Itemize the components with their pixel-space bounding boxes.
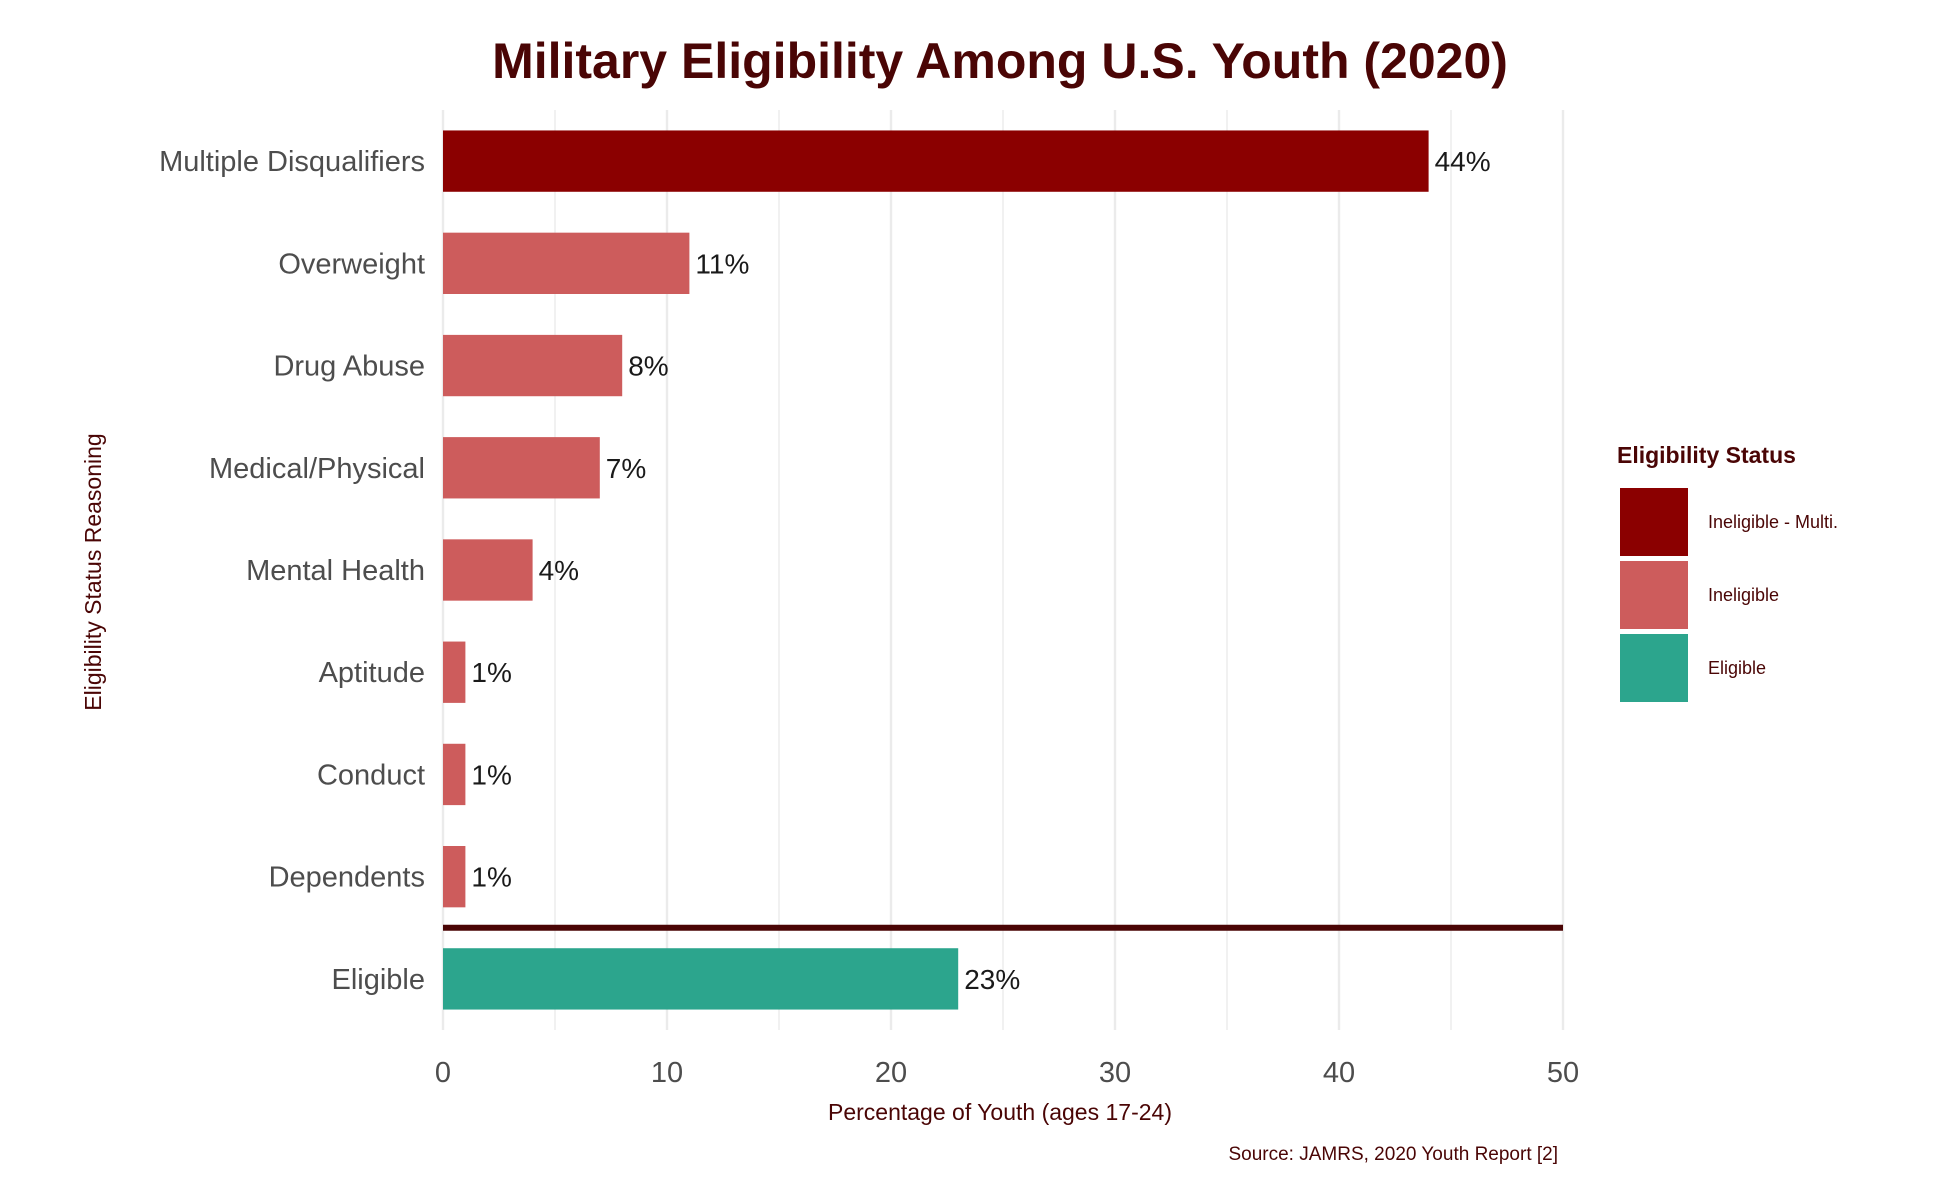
data-label: 7% bbox=[606, 453, 646, 484]
legend-title: Eligibility Status bbox=[1617, 442, 1796, 468]
source-note: Source: JAMRS, 2020 Youth Report [2] bbox=[1228, 1144, 1558, 1165]
category-label: Overweight bbox=[278, 248, 425, 280]
category-label: Mental Health bbox=[246, 555, 425, 587]
legend-label: Ineligible - Multi. bbox=[1708, 512, 1838, 532]
legend-label: Eligible bbox=[1708, 658, 1766, 678]
legend-key bbox=[1620, 634, 1688, 702]
legend-label: Ineligible bbox=[1708, 585, 1779, 605]
legend-key bbox=[1620, 488, 1688, 556]
bar bbox=[443, 130, 1429, 192]
data-label: 1% bbox=[471, 862, 511, 893]
bar bbox=[443, 641, 466, 703]
category-label: Multiple Disqualifiers bbox=[159, 146, 425, 178]
category-label: Conduct bbox=[317, 759, 425, 791]
data-label: 4% bbox=[539, 555, 579, 586]
data-label: 11% bbox=[695, 248, 749, 279]
category-label: Drug Abuse bbox=[273, 351, 425, 383]
category-labels: Multiple Disqualifiers Overweight Drug Abu… bbox=[159, 146, 425, 996]
data-label: 44% bbox=[1435, 146, 1491, 177]
category-label: Dependents bbox=[269, 862, 425, 894]
bar bbox=[443, 743, 466, 806]
data-label: 23% bbox=[964, 964, 1020, 995]
x-tick-labels: 0 10 20 30 40 50 bbox=[435, 1057, 1579, 1089]
category-label: Medical/Physical bbox=[209, 453, 425, 485]
x-tick-label: 0 bbox=[435, 1057, 451, 1089]
y-axis-title: Eligibility Status Reasoning bbox=[80, 433, 106, 710]
x-tick-label: 40 bbox=[1323, 1057, 1355, 1089]
bar bbox=[443, 539, 533, 601]
legend-key bbox=[1620, 561, 1688, 629]
x-tick-label: 50 bbox=[1547, 1057, 1579, 1089]
bar bbox=[443, 437, 600, 499]
bar bbox=[443, 334, 623, 397]
x-tick-label: 20 bbox=[875, 1057, 907, 1089]
legend: Eligibility Status Ineligible - Multi. In… bbox=[1617, 442, 1838, 702]
bar bbox=[443, 948, 959, 1010]
x-axis-title: Percentage of Youth (ages 17-24) bbox=[828, 1099, 1172, 1125]
data-label: 1% bbox=[471, 759, 511, 790]
category-label: Eligible bbox=[332, 964, 426, 996]
x-tick-label: 30 bbox=[1099, 1057, 1131, 1089]
bars: 44% 11% 8% 7% 4% 1% 1% 1% 23% bbox=[443, 130, 1563, 1010]
data-label: 1% bbox=[471, 657, 511, 688]
category-label: Aptitude bbox=[319, 657, 425, 689]
bar bbox=[443, 232, 690, 294]
chart-title: Military Eligibility Among U.S. Youth (2… bbox=[492, 33, 1508, 89]
x-tick-label: 10 bbox=[651, 1057, 683, 1089]
bar bbox=[443, 846, 466, 908]
data-label: 8% bbox=[628, 351, 668, 382]
